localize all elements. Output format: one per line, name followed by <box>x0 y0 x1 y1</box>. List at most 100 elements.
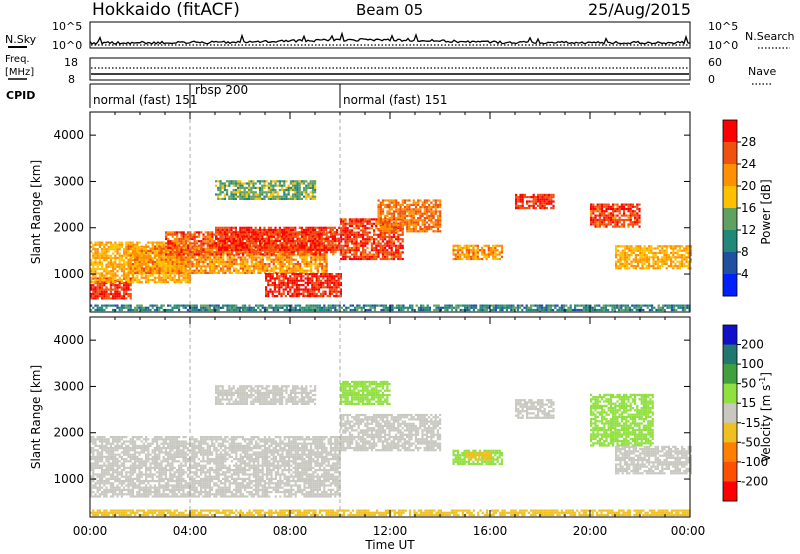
heat-cell <box>241 258 245 261</box>
heat-cell <box>331 239 334 243</box>
heat-cell <box>294 246 297 249</box>
heat-cell <box>337 275 340 278</box>
heat-cell <box>289 186 292 189</box>
heat-cell <box>204 249 207 252</box>
heat-cell <box>665 262 668 265</box>
heat-cell <box>301 237 304 241</box>
heat-cell <box>224 269 227 272</box>
heat-cell <box>178 242 181 245</box>
heat-cell <box>364 249 367 252</box>
heat-cell <box>261 180 264 183</box>
heat-cell <box>300 277 303 280</box>
heat-cell <box>399 221 402 224</box>
heat-cell <box>286 253 289 256</box>
heat-cell <box>459 257 462 261</box>
heat-cell <box>621 256 624 259</box>
heat-cell <box>485 253 488 256</box>
heat-cell <box>305 189 308 192</box>
heat-cell <box>643 249 646 252</box>
heat-cell <box>178 271 181 274</box>
heat-cell <box>637 254 640 257</box>
heat-cell <box>285 260 289 263</box>
heat-cell <box>289 279 292 282</box>
heat-cell <box>309 290 312 293</box>
heat-cell <box>285 228 288 232</box>
heat-cell <box>309 182 312 185</box>
heat-cell <box>359 222 362 225</box>
heat-cell <box>178 231 181 234</box>
heat-cell <box>267 279 270 282</box>
heat-cell <box>250 186 253 189</box>
heat-cell <box>136 265 139 268</box>
heat-cell <box>330 235 333 238</box>
heat-cell <box>339 295 342 298</box>
heat-cell <box>114 259 117 262</box>
heat-cell <box>278 233 281 236</box>
heat-cell <box>263 197 266 200</box>
heat-cell <box>112 276 115 279</box>
heat-cell <box>313 273 316 276</box>
heat-cell <box>123 250 126 253</box>
heat-cell <box>344 235 347 239</box>
heat-cell <box>628 247 631 250</box>
heat-cell <box>353 218 356 221</box>
heat-cell <box>321 271 324 274</box>
heat-cell <box>228 180 231 183</box>
heat-cell <box>406 214 409 217</box>
heat-cell <box>274 195 277 198</box>
heat-cell <box>340 231 343 234</box>
heat-cell <box>270 267 273 270</box>
heat-cell <box>245 182 248 185</box>
heat-cell <box>101 276 104 279</box>
heat-cell <box>370 246 373 250</box>
heat-cell <box>645 249 648 252</box>
heat-cell <box>220 244 223 247</box>
heat-cell <box>401 210 404 213</box>
heat-cell <box>294 263 297 266</box>
heat-cell <box>127 271 130 274</box>
heat-cell <box>340 246 343 250</box>
heat-cell <box>392 255 395 258</box>
heat-cell <box>543 193 546 196</box>
heat-cell <box>353 227 356 230</box>
heat-cell <box>384 249 387 252</box>
heat-cell <box>165 242 168 245</box>
heat-cell <box>178 247 181 250</box>
heat-cell <box>245 186 248 189</box>
heat-cell <box>397 230 400 233</box>
heat-cell <box>107 288 110 291</box>
heat-cell <box>314 191 317 194</box>
heat-cell <box>472 246 475 250</box>
heat-cell <box>454 253 457 256</box>
heat-cell <box>182 231 185 234</box>
heat-cell <box>381 203 385 206</box>
heat-cell <box>328 275 331 278</box>
heat-cell <box>234 189 237 192</box>
heat-cell <box>242 233 245 236</box>
heat-cell <box>279 246 282 249</box>
heat-cell <box>344 227 347 230</box>
heat-cell <box>131 259 134 262</box>
heat-cell <box>672 256 675 259</box>
heat-cell <box>127 295 130 298</box>
heat-cell <box>215 253 218 256</box>
heat-cell <box>92 297 95 300</box>
heat-cell <box>623 221 626 224</box>
heat-cell <box>616 207 619 211</box>
heat-cell <box>590 212 593 215</box>
heat-cell <box>609 212 612 215</box>
heat-cell <box>379 219 382 222</box>
heat-cell <box>305 265 308 268</box>
heat-cell <box>226 267 229 270</box>
heat-cell <box>259 226 262 229</box>
heat-cell <box>273 286 276 289</box>
heat-cell <box>399 223 402 226</box>
heat-cell <box>386 235 389 239</box>
heat-cell <box>211 235 214 238</box>
heat-cell <box>296 197 299 200</box>
heat-cell <box>616 214 619 217</box>
heat-cell <box>147 256 150 259</box>
heat-cell <box>195 267 198 270</box>
heat-cell <box>390 199 393 202</box>
heat-cell <box>180 269 183 272</box>
